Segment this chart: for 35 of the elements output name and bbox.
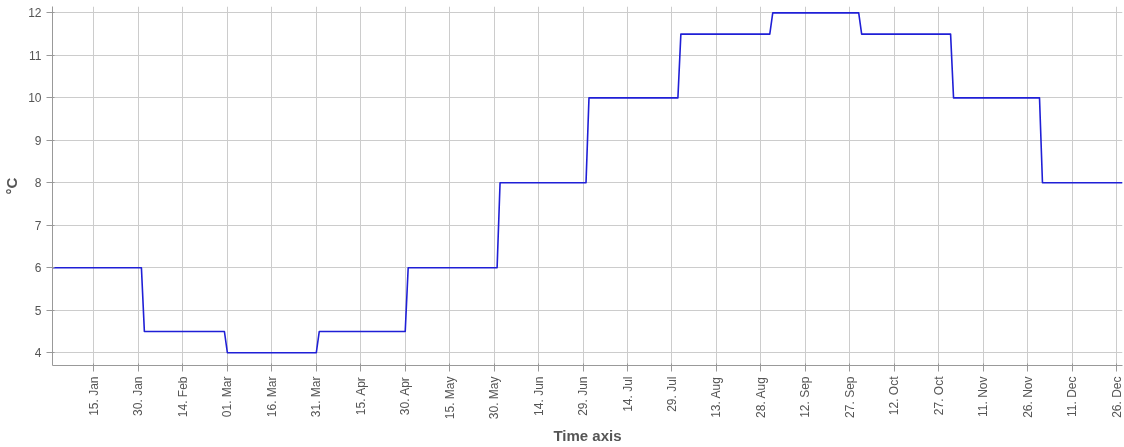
x-tick-label: 30. May (487, 376, 502, 420)
x-tick-label: 11. Dec (1065, 376, 1080, 417)
x-tick-label: 29. Jun (576, 376, 591, 416)
x-tick-label: 01. Mar (220, 376, 235, 418)
x-tick-label: 27. Oct (931, 375, 946, 416)
x-tick-label: 30. Jan (131, 376, 146, 416)
x-tick-label: 14. Jul (620, 376, 635, 412)
x-tick-label: 14. Feb (175, 376, 190, 418)
x-tick-label: 11. Nov (976, 376, 991, 417)
x-tick-label: 15. Apr (353, 377, 368, 416)
x-tick-label: 15. May (442, 376, 457, 420)
y-tick-label: 12 (28, 6, 42, 21)
x-tick-label: 27. Sep (842, 376, 857, 418)
x-tick-label: 31. Mar (309, 376, 324, 418)
y-tick-label: 10 (28, 91, 42, 106)
y-tick-label: 5 (34, 303, 42, 318)
x-tick-label: 13. Aug (709, 377, 724, 418)
x-axis-title: Time axis (553, 427, 622, 445)
x-tick-label: 29. Jul (664, 376, 679, 412)
y-tick-label: 7 (34, 218, 42, 233)
x-tick-label: 26. Nov (1020, 376, 1035, 418)
y-tick-label: 9 (34, 133, 42, 148)
x-tick-label: 14. Jun (531, 376, 546, 416)
x-tick-label: 12. Oct (887, 375, 902, 416)
x-tick-label: 12. Sep (798, 376, 813, 418)
x-tick-label: 15. Jan (87, 376, 101, 416)
x-tick-label: 16. Mar (264, 376, 279, 418)
y-tick-label: 11 (29, 48, 42, 63)
x-tick-label: 30. Apr (398, 377, 413, 416)
x-tick-label: 28. Aug (753, 377, 768, 418)
y-tick-label: 6 (34, 261, 42, 276)
x-tick-label: 26. Dec (1109, 376, 1124, 418)
y-tick-label: 4 (34, 346, 42, 361)
y-tick-label: 8 (34, 176, 42, 191)
y-axis-title: °C (3, 177, 21, 195)
